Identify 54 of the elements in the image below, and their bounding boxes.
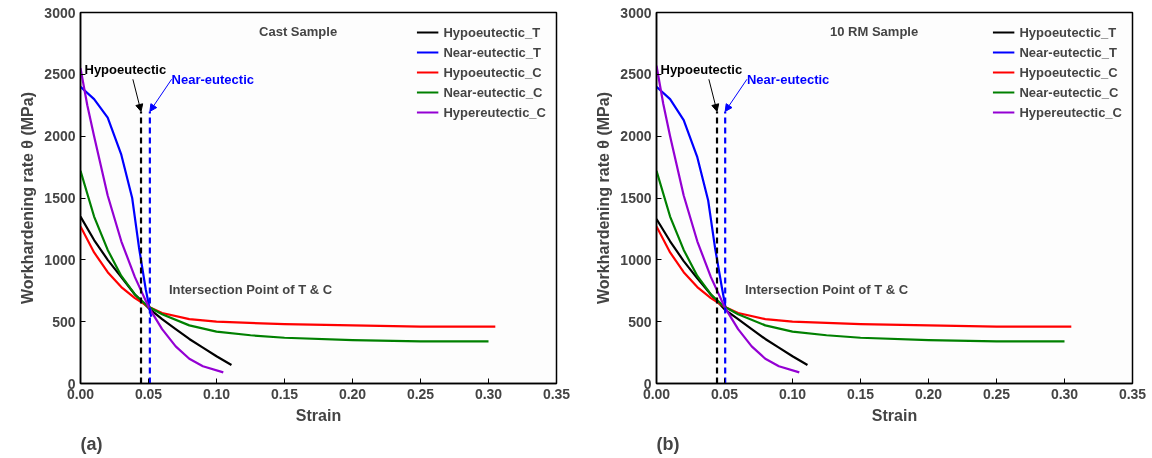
x-tick-label: 0.10: [778, 385, 807, 402]
x-tick-label: 0.25: [982, 385, 1011, 402]
legend-label: Hypoeutectic_C: [443, 64, 542, 80]
x-axis-title: Strain: [871, 406, 918, 424]
legend-label: Hypereutectic_C: [1019, 104, 1122, 120]
text: Cast Sample: [259, 23, 338, 39]
legend-label: Near-eutectic_C: [443, 84, 543, 100]
text: 10 RM Sample: [830, 23, 919, 39]
text: (a): [80, 433, 103, 454]
y-axis-title: Workhardening rate θ (MPa): [19, 92, 37, 304]
y-tick-label: 3000: [44, 4, 76, 21]
x-tick-label: 0.20: [914, 385, 943, 402]
legend-label: Hypoeutectic_C: [1019, 64, 1118, 80]
x-tick-label: 0.20: [338, 385, 367, 402]
annotation: Near-eutectic: [746, 71, 830, 87]
annotation: Hypoeutectic: [84, 61, 167, 77]
x-tick-label: 0.35: [1118, 385, 1147, 402]
y-tick-label: 1500: [44, 190, 76, 206]
y-tick-label: 2500: [620, 66, 652, 83]
legend-label: Hypoeutectic_T: [443, 24, 541, 40]
annotation: Intersection Point of T & C: [744, 281, 909, 297]
annotation: Hypoeutectic: [660, 61, 743, 77]
x-tick-label: 0.15: [270, 385, 299, 402]
y-tick-label: 2000: [44, 128, 76, 145]
y-tick-label: 1000: [44, 251, 76, 268]
x-tick-label: 0.35: [542, 385, 571, 402]
line-series: [656, 225, 1073, 328]
legend-label: Near-eutectic_C: [1019, 84, 1119, 100]
legend-label: Near-eutectic_T: [1019, 44, 1117, 60]
y-tick-label: 2000: [620, 128, 652, 145]
x-tick-label: 0.05: [710, 385, 739, 402]
y-tick-label: 500: [628, 313, 652, 330]
annotation: Intersection Point of T & C: [168, 281, 333, 297]
x-tick-label: 0.30: [1050, 385, 1079, 402]
annotation: Near-eutectic: [171, 71, 254, 87]
y-tick-label: 1500: [620, 190, 652, 206]
x-tick-label: 0.25: [406, 385, 435, 402]
x-axis-title: Strain: [295, 406, 342, 424]
legend-label: Near-eutectic_T: [443, 44, 541, 60]
x-tick-label: 0.05: [134, 385, 163, 402]
x-tick-label: 0.15: [846, 385, 875, 402]
text: (b): [656, 433, 680, 454]
y-tick-label: 3000: [620, 4, 652, 21]
x-tick-label: 0.10: [202, 385, 231, 402]
x-tick-label: 0.30: [474, 385, 503, 402]
y-tick-label: 2500: [44, 66, 76, 83]
line-series: [80, 225, 497, 328]
line-series: [80, 169, 490, 343]
legend-label: Hypereutectic_C: [443, 104, 546, 120]
y-axis-title: Workhardening rate θ (MPa): [595, 92, 613, 304]
y-tick-label: 500: [52, 313, 76, 330]
y-tick-label: 1000: [620, 251, 652, 268]
line-series: [656, 169, 1066, 343]
legend-label: Hypoeutectic_T: [1019, 24, 1117, 40]
